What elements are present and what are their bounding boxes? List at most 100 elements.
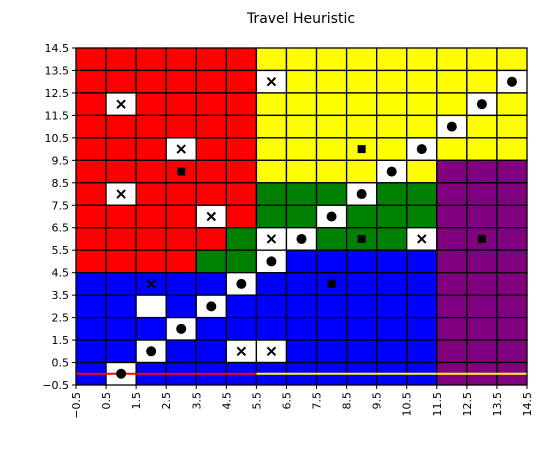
x-marker xyxy=(266,346,277,357)
heatmap-cell xyxy=(225,159,258,184)
heatmap-cell xyxy=(105,294,137,319)
y-axis: −0.5 0.5 1.5 2.5 3.5 4.5 5.5 6.5 7.5 8.5 9.5 10.5 11… xyxy=(42,42,76,392)
heatmap-cell xyxy=(225,182,258,206)
heatmap-cell xyxy=(195,92,227,117)
heatmap-cell xyxy=(406,339,438,364)
heatmap-cell xyxy=(225,249,258,274)
y-tick-label: 7.5 xyxy=(52,199,70,212)
x-marker xyxy=(176,144,186,154)
heatmap-cell xyxy=(376,339,408,364)
x-tick-label: 4.5 xyxy=(220,392,233,410)
heatmap-cell xyxy=(255,92,288,117)
x-tick-label: 9.5 xyxy=(371,392,384,410)
y-tick-label: 9.5 xyxy=(52,154,70,167)
heatmap-cell xyxy=(436,69,468,94)
heatmap-cell xyxy=(75,204,107,229)
circle-marker xyxy=(446,121,457,132)
x-marker xyxy=(116,99,126,109)
heatmap-cell xyxy=(345,249,378,274)
heatmap-cell xyxy=(285,294,318,319)
heatmap-cell xyxy=(285,204,318,229)
heatmap-cell xyxy=(105,137,137,161)
heatmap-cell xyxy=(165,69,197,94)
heatmap-cell xyxy=(195,182,227,206)
y-tick-label: 2.5 xyxy=(52,312,70,325)
heatmap-cell xyxy=(315,339,348,364)
heatmap-cell xyxy=(195,249,227,274)
y-tick-label: 13.5 xyxy=(45,64,70,77)
heatmap-cell xyxy=(406,182,438,206)
heatmap-cell xyxy=(225,92,258,117)
y-tick-label: 1.5 xyxy=(52,334,70,347)
heatmap-cell xyxy=(75,182,107,206)
y-tick-label: 0.5 xyxy=(52,357,70,370)
heatmap-cell xyxy=(496,227,528,251)
circle-marker xyxy=(116,368,127,379)
heatmap-cell xyxy=(345,204,378,229)
heatmap-cell xyxy=(376,137,408,161)
heatmap-cell xyxy=(75,249,107,274)
heatmap-cell xyxy=(315,92,348,117)
x-tick-label: 7.5 xyxy=(311,392,324,410)
heatmap-cell xyxy=(496,294,528,319)
heatmap-cell xyxy=(376,47,408,72)
square-marker xyxy=(327,279,336,288)
y-tick-label: 8.5 xyxy=(52,177,70,190)
heatmap-cell xyxy=(466,159,498,184)
heatmap-cell xyxy=(406,316,438,341)
heatmap-cell xyxy=(436,137,468,161)
x-tick-label: 3.5 xyxy=(190,392,203,410)
heatmap-cell xyxy=(105,204,137,229)
circle-marker xyxy=(416,144,427,155)
heatmap-cell xyxy=(406,92,438,117)
heatmap-cell xyxy=(165,339,197,364)
heatmap-cell xyxy=(315,159,348,184)
heatmap-cell xyxy=(466,294,498,319)
heatmap-cell xyxy=(315,114,348,139)
y-tick-label: 3.5 xyxy=(52,289,70,302)
heatmap-cell xyxy=(496,47,528,72)
heatmap-cell xyxy=(496,92,528,117)
heatmap-cell xyxy=(285,182,318,206)
heatmap-cell xyxy=(376,92,408,117)
heatmap-cell xyxy=(376,69,408,94)
heatmap-cell xyxy=(436,294,468,319)
x-marker xyxy=(206,211,217,222)
heatmap-cell xyxy=(436,182,468,206)
heatmap-cell xyxy=(255,204,288,229)
heatmap-cell xyxy=(135,294,167,319)
heatmap-cell xyxy=(345,316,378,341)
y-tick-label: −0.5 xyxy=(42,379,69,392)
heatmap-cell xyxy=(165,227,197,251)
heatmap-cell xyxy=(165,182,197,206)
heatmap-cell xyxy=(195,137,227,161)
y-tick-label: 14.5 xyxy=(45,42,70,55)
heatmap-cell xyxy=(466,182,498,206)
heatmap-cell xyxy=(75,227,107,251)
heatmap-cell xyxy=(345,294,378,319)
heatmap-cell xyxy=(406,69,438,94)
heatmap-cell xyxy=(376,227,408,251)
heatmap-cell xyxy=(406,159,438,184)
y-tick-label: 10.5 xyxy=(45,132,70,145)
heatmap-cell xyxy=(225,204,258,229)
heatmap-cell xyxy=(225,137,258,161)
square-marker xyxy=(357,145,366,154)
heatmap-cell xyxy=(436,92,468,117)
x-tick-label: 1.5 xyxy=(130,392,143,410)
heatmap-cell xyxy=(165,204,197,229)
heatmap-cell xyxy=(135,227,167,251)
x-tick-label: 14.5 xyxy=(521,392,534,417)
heatmap-cell xyxy=(255,272,288,296)
heatmap-cell xyxy=(195,114,227,139)
heatmap-cell xyxy=(285,137,318,161)
heatmap-cell xyxy=(466,316,498,341)
heatmap-cell xyxy=(105,227,137,251)
heatmap-cell xyxy=(376,182,408,206)
heatmap-cell xyxy=(496,182,528,206)
heatmap-cell xyxy=(195,272,227,296)
heatmap-cell xyxy=(285,272,318,296)
heatmap-cell xyxy=(255,114,288,139)
circle-marker xyxy=(506,76,517,87)
